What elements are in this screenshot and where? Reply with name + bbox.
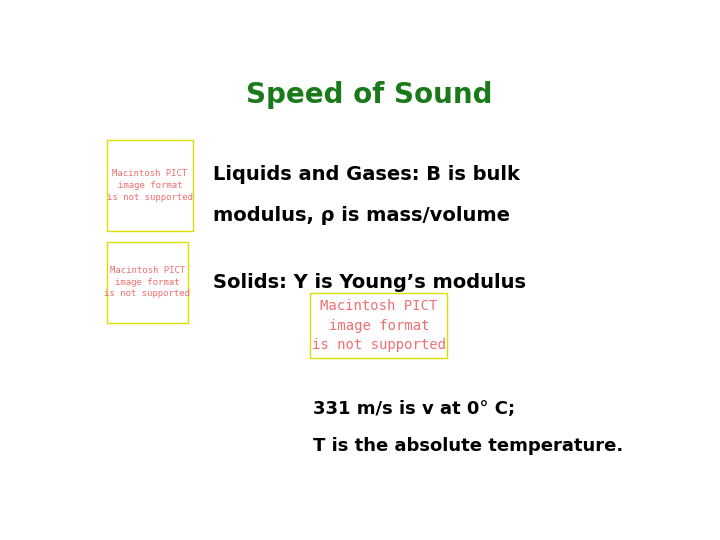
Text: Liquids and Gases: B is bulk: Liquids and Gases: B is bulk	[213, 165, 520, 184]
Text: Macintosh PICT
image format
is not supported: Macintosh PICT image format is not suppo…	[104, 266, 190, 299]
Text: 331 m/s is v at 0° C;: 331 m/s is v at 0° C;	[313, 400, 516, 417]
Bar	[107, 140, 193, 231]
Text: Speed of Sound: Speed of Sound	[246, 82, 492, 110]
Text: modulus, ρ is mass/volume: modulus, ρ is mass/volume	[213, 206, 510, 225]
Text: Macintosh PICT
image format
is not supported: Macintosh PICT image format is not suppo…	[312, 299, 446, 352]
Text: Solids: Y is Young’s modulus: Solids: Y is Young’s modulus	[213, 273, 526, 292]
Text: T is the absolute temperature.: T is the absolute temperature.	[313, 437, 624, 455]
Bar	[310, 294, 447, 358]
Text: Macintosh PICT
image format
is not supported: Macintosh PICT image format is not suppo…	[107, 169, 193, 201]
Bar	[107, 241, 188, 322]
